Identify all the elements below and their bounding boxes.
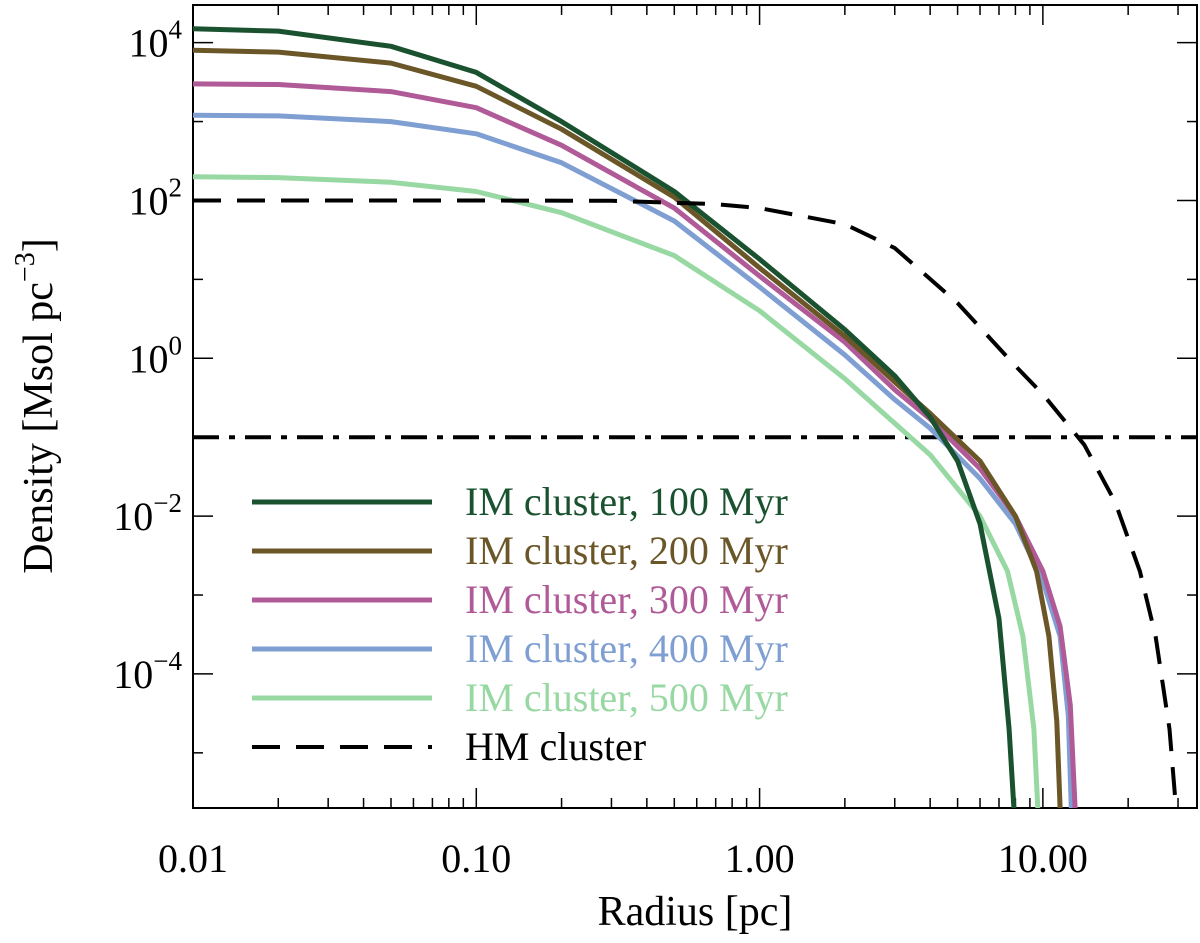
series-layer [193,26,1197,808]
series-line-2 [193,47,1063,808]
legend-label-6: HM cluster [465,724,646,769]
axis-ticks [192,5,1197,808]
legend-label-3: IM cluster, 300 Myr [465,577,788,622]
series-line-1 [193,26,1017,808]
x-tick-label-1: 0.10 [441,836,511,881]
y-tick-label-2: 100 [129,330,183,381]
legend-label-1: IM cluster, 100 Myr [465,479,788,524]
series-line-6 [193,198,1178,808]
y-tick-label-1: 102 [129,172,183,223]
legend-label-2: IM cluster, 200 Myr [465,528,788,573]
series-line-3 [193,81,1078,808]
series-line-5 [193,174,1041,808]
x-tick-label-0: 0.01 [158,836,228,881]
y-tick-label-4: 10−4 [113,646,182,697]
y-tick-label-0: 104 [129,15,183,66]
legend-label-5: IM cluster, 500 Myr [465,675,788,720]
legend-label-4: IM cluster, 400 Myr [465,626,788,671]
x-tick-label-2: 1.00 [725,836,795,881]
series-line-4 [193,112,1074,808]
y-axis-title: Density [Msol pc−3] [10,238,62,573]
tick-labels: 0.01 0.10 1.00 10.00 104 102 100 10−2 10−4 [113,15,1088,881]
x-axis-title: Radius [pc] [598,889,793,935]
x-tick-label-3: 10.00 [998,836,1088,881]
y-tick-label-3: 10−2 [113,488,182,539]
